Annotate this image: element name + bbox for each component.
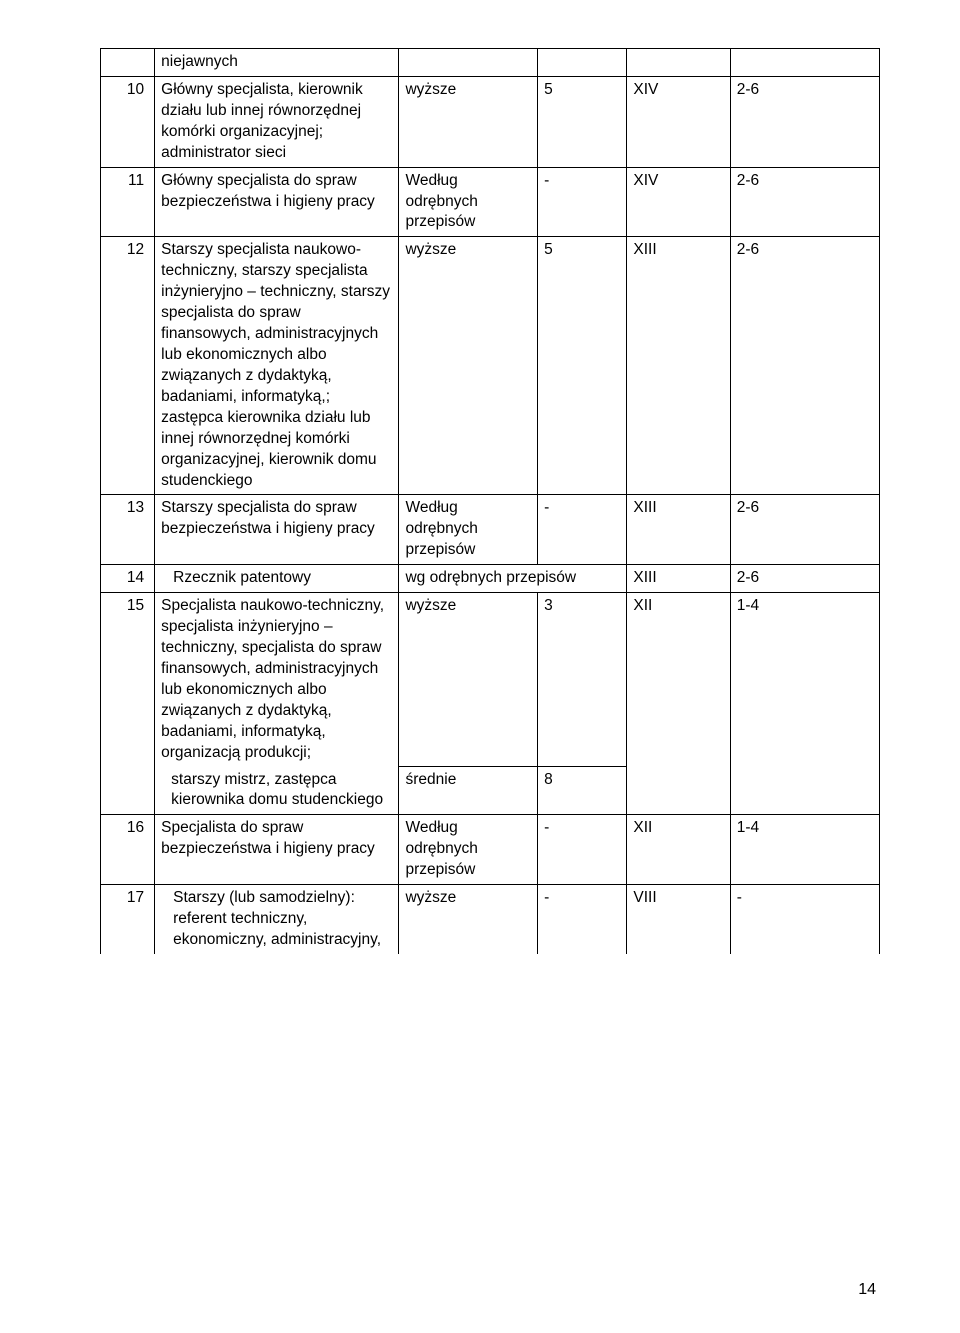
cell-cat: XIII <box>627 565 730 593</box>
cell-desc: Starszy (lub samodzielny): referent tech… <box>155 885 399 954</box>
cell-req1: wyższe <box>399 76 538 167</box>
table-row: 14Rzecznik patentowywg odrębnych przepis… <box>101 565 880 593</box>
cell-desc: Specjalista do spraw bezpieczeństwa i hi… <box>155 815 399 885</box>
cell-req1: średnie <box>399 767 538 815</box>
cell-req2: 8 <box>538 767 627 815</box>
cell-req1: Według odrębnych przepisów <box>399 815 538 885</box>
cell-num: 14 <box>101 565 155 593</box>
table-row: 16Specjalista do spraw bezpieczeństwa i … <box>101 815 880 885</box>
cell-grade: 1-4 <box>730 593 879 767</box>
page-number: 14 <box>858 1281 876 1299</box>
cell-desc: Rzecznik patentowy <box>155 565 399 593</box>
cell-req-merged: wg odrębnych przepisów <box>399 565 627 593</box>
table-row: niejawnych <box>101 49 880 77</box>
cell-desc: Główny specjalista, kierownik działu lub… <box>155 76 399 167</box>
cell-grade: 2-6 <box>730 76 879 167</box>
cell-desc: Specjalista naukowo-techniczny, specjali… <box>155 593 399 767</box>
cell-cat: XII <box>627 815 730 885</box>
cell-req1: Według odrębnych przepisów <box>399 167 538 237</box>
cell-cat: XIV <box>627 167 730 237</box>
cell-num: 10 <box>101 76 155 167</box>
cell-grade: - <box>730 885 879 954</box>
cell-num: 16 <box>101 815 155 885</box>
cell-desc: Główny specjalista do spraw bezpieczeńst… <box>155 167 399 237</box>
cell-cat: XIII <box>627 237 730 495</box>
cell-cat <box>627 767 730 815</box>
job-classification-table: niejawnych10Główny specjalista, kierowni… <box>100 48 880 954</box>
table-row: 10Główny specjalista, kierownik działu l… <box>101 76 880 167</box>
cell-req2: - <box>538 885 627 954</box>
cell-num <box>101 767 155 815</box>
cell-req1 <box>399 49 538 77</box>
table-row: starszy mistrz, zastępca kierownika domu… <box>101 767 880 815</box>
cell-grade <box>730 767 879 815</box>
cell-req1: wyższe <box>399 237 538 495</box>
cell-grade: 2-6 <box>730 495 879 565</box>
cell-num: 12 <box>101 237 155 495</box>
cell-req2 <box>538 49 627 77</box>
document-page: niejawnych10Główny specjalista, kierowni… <box>0 0 960 1333</box>
cell-desc: Starszy specjalista naukowo-techniczny, … <box>155 237 399 495</box>
cell-desc: starszy mistrz, zastępca kierownika domu… <box>155 767 399 815</box>
cell-grade: 2-6 <box>730 167 879 237</box>
cell-desc: niejawnych <box>155 49 399 77</box>
cell-req2: 3 <box>538 593 627 767</box>
cell-req1: Według odrębnych przepisów <box>399 495 538 565</box>
cell-req1: wyższe <box>399 885 538 954</box>
table-row: 13Starszy specjalista do spraw bezpiecze… <box>101 495 880 565</box>
table-row: 11Główny specjalista do spraw bezpieczeń… <box>101 167 880 237</box>
cell-desc: Starszy specjalista do spraw bezpieczeńs… <box>155 495 399 565</box>
cell-num <box>101 49 155 77</box>
cell-cat: XII <box>627 593 730 767</box>
cell-req2: - <box>538 815 627 885</box>
cell-req2: 5 <box>538 237 627 495</box>
table-row: 12Starszy specjalista naukowo-techniczny… <box>101 237 880 495</box>
cell-cat: XIV <box>627 76 730 167</box>
cell-cat: XIII <box>627 495 730 565</box>
table-row: 15Specjalista naukowo-techniczny, specja… <box>101 593 880 767</box>
cell-num: 13 <box>101 495 155 565</box>
cell-cat: VIII <box>627 885 730 954</box>
cell-req2: 5 <box>538 76 627 167</box>
cell-grade: 1-4 <box>730 815 879 885</box>
cell-num: 17 <box>101 885 155 954</box>
cell-req2: - <box>538 167 627 237</box>
cell-grade <box>730 49 879 77</box>
cell-req2: - <box>538 495 627 565</box>
cell-grade: 2-6 <box>730 565 879 593</box>
cell-cat <box>627 49 730 77</box>
table-row: 17Starszy (lub samodzielny): referent te… <box>101 885 880 954</box>
cell-num: 15 <box>101 593 155 767</box>
cell-req1: wyższe <box>399 593 538 767</box>
cell-num: 11 <box>101 167 155 237</box>
cell-grade: 2-6 <box>730 237 879 495</box>
